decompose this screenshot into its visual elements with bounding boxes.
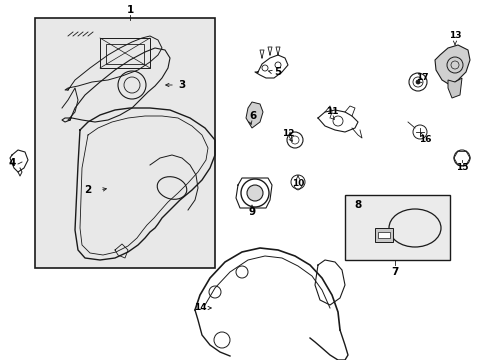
Text: 5: 5 — [274, 67, 281, 77]
Bar — [100, 38, 150, 68]
Text: 10: 10 — [291, 179, 304, 188]
Text: 11: 11 — [325, 108, 338, 117]
Text: 7: 7 — [390, 267, 398, 277]
Text: 16: 16 — [418, 135, 430, 144]
Polygon shape — [447, 78, 461, 98]
Text: 14: 14 — [193, 303, 206, 312]
Text: 9: 9 — [248, 207, 255, 217]
Ellipse shape — [246, 185, 263, 201]
Text: 12: 12 — [281, 129, 294, 138]
Bar — [106, 44, 143, 64]
Text: 3: 3 — [178, 80, 185, 90]
Polygon shape — [245, 102, 263, 128]
Text: 2: 2 — [84, 185, 91, 195]
Bar — [374, 228, 392, 242]
Text: 15: 15 — [455, 163, 468, 172]
Bar — [345, 195, 449, 260]
Text: 8: 8 — [354, 200, 361, 210]
Text: 17: 17 — [415, 73, 427, 82]
Bar — [35, 18, 215, 268]
Circle shape — [415, 80, 419, 84]
Polygon shape — [434, 45, 469, 85]
Text: 6: 6 — [249, 111, 256, 121]
Text: 13: 13 — [448, 31, 460, 40]
Text: 1: 1 — [126, 5, 133, 15]
Text: 4: 4 — [8, 158, 16, 168]
Bar — [377, 232, 389, 238]
